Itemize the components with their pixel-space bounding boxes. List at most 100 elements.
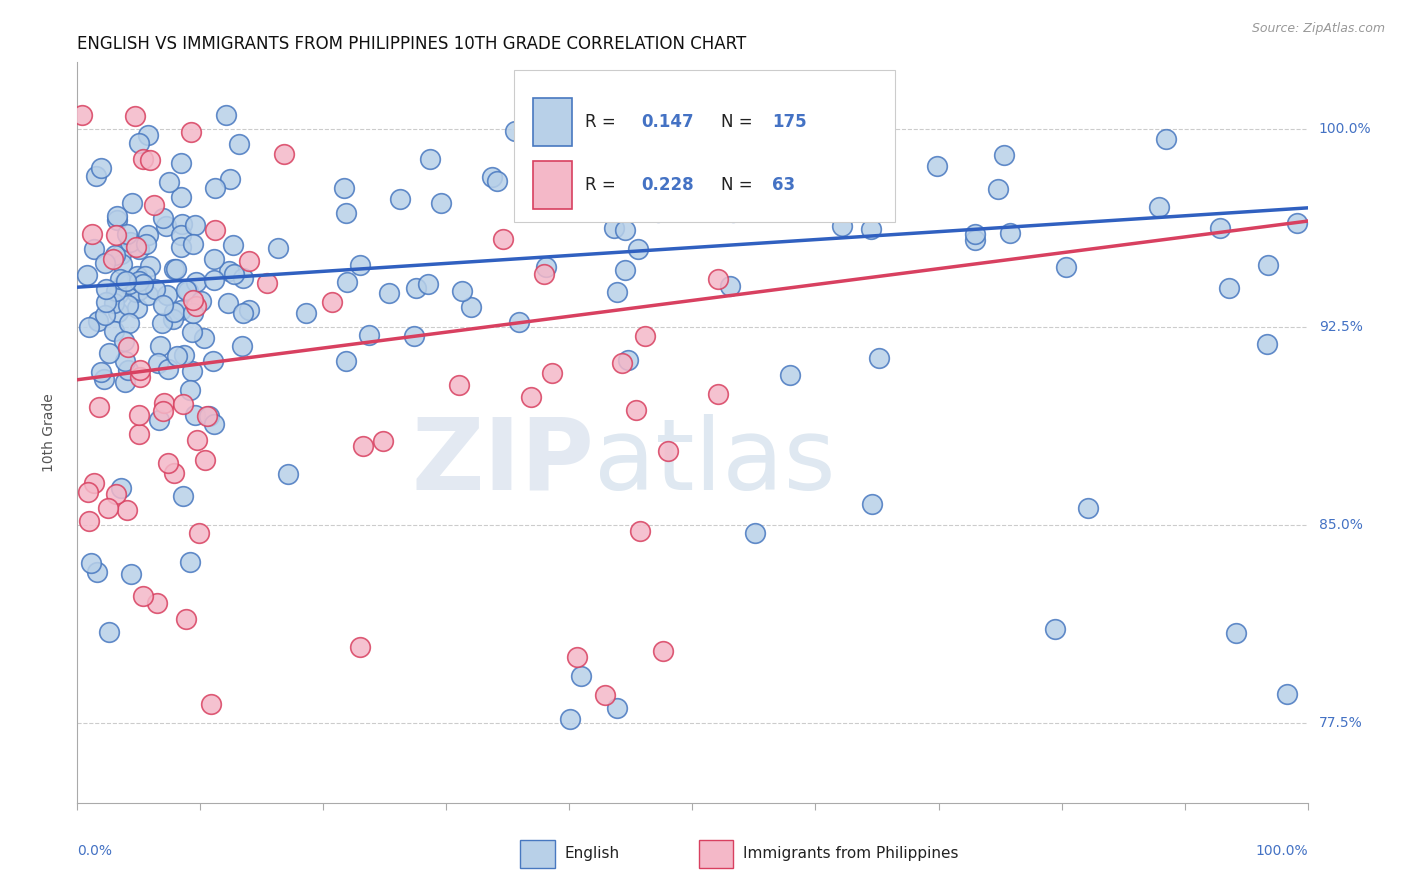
Point <box>128 283 150 297</box>
Text: Source: ZipAtlas.com: Source: ZipAtlas.com <box>1251 22 1385 36</box>
Point <box>222 267 245 281</box>
Point <box>184 299 207 313</box>
Point <box>152 395 174 409</box>
Point <box>115 502 138 516</box>
Point <box>707 387 730 401</box>
Point <box>215 108 238 122</box>
Text: N =: N = <box>721 112 758 130</box>
Point <box>419 153 441 167</box>
Point <box>110 247 132 261</box>
Point <box>402 329 425 343</box>
Point <box>146 356 169 370</box>
Text: 100.0%: 100.0% <box>1256 844 1308 857</box>
Point <box>114 354 136 368</box>
Point <box>1275 687 1298 701</box>
Point <box>371 434 394 448</box>
Point <box>1225 625 1247 640</box>
Point <box>603 220 626 235</box>
Point <box>186 434 208 448</box>
Point <box>965 227 987 242</box>
Point <box>83 243 105 257</box>
Text: 0.147: 0.147 <box>641 112 693 130</box>
Point <box>486 174 509 188</box>
Point <box>94 308 117 322</box>
Point <box>174 612 197 626</box>
Point <box>718 279 741 293</box>
Point <box>172 397 194 411</box>
Point <box>186 276 208 290</box>
Point <box>103 295 125 310</box>
Point <box>174 283 197 297</box>
Point <box>565 649 588 664</box>
Point <box>180 125 202 139</box>
Point <box>616 352 638 367</box>
Point <box>430 195 453 210</box>
Point <box>170 217 193 231</box>
Point <box>105 228 128 243</box>
Point <box>993 147 1015 161</box>
Point <box>132 152 155 166</box>
Point <box>139 153 162 167</box>
Point <box>114 274 136 288</box>
Point <box>120 566 142 581</box>
Point <box>868 351 890 366</box>
Point <box>860 222 883 236</box>
Point <box>118 277 141 291</box>
Point <box>349 640 371 654</box>
Point <box>152 297 174 311</box>
Point <box>180 326 202 340</box>
Point <box>256 277 278 291</box>
Point <box>505 124 527 138</box>
Point <box>170 156 193 170</box>
Point <box>142 198 165 212</box>
Point <box>519 193 541 207</box>
Point <box>124 285 146 299</box>
Point <box>202 252 225 267</box>
Point <box>97 625 120 640</box>
Point <box>103 248 125 262</box>
Point <box>218 172 240 186</box>
Point <box>202 273 225 287</box>
Point <box>117 341 139 355</box>
Point <box>520 390 543 404</box>
Point <box>77 484 100 499</box>
Point <box>132 590 155 604</box>
Point <box>157 362 180 376</box>
Point <box>533 268 555 282</box>
Point <box>610 356 633 370</box>
Text: 0.228: 0.228 <box>641 176 693 194</box>
Point <box>125 301 148 316</box>
Text: 92.5%: 92.5% <box>1319 320 1362 334</box>
Point <box>1218 281 1240 295</box>
Point <box>534 260 557 275</box>
Text: 77.5%: 77.5% <box>1319 716 1362 731</box>
Point <box>193 331 215 345</box>
Point <box>558 712 581 726</box>
Point <box>84 169 107 184</box>
Point <box>707 271 730 285</box>
Point <box>357 328 380 343</box>
Point <box>132 277 155 291</box>
Point <box>118 316 141 330</box>
Text: R =: R = <box>585 176 621 194</box>
Point <box>94 256 117 270</box>
Point <box>146 596 169 610</box>
Point <box>204 223 226 237</box>
Point <box>136 288 159 302</box>
Point <box>125 240 148 254</box>
Point <box>666 190 689 204</box>
Point <box>124 109 146 123</box>
Point <box>1147 200 1170 214</box>
Point <box>378 286 401 301</box>
Point <box>860 498 883 512</box>
Point <box>110 271 132 285</box>
Point <box>183 408 205 422</box>
Text: 100.0%: 100.0% <box>1319 121 1371 136</box>
Point <box>416 277 439 291</box>
FancyBboxPatch shape <box>520 840 555 868</box>
Point <box>93 371 115 385</box>
Point <box>181 363 204 377</box>
Point <box>114 376 136 390</box>
Point <box>613 263 636 277</box>
Point <box>112 277 135 291</box>
